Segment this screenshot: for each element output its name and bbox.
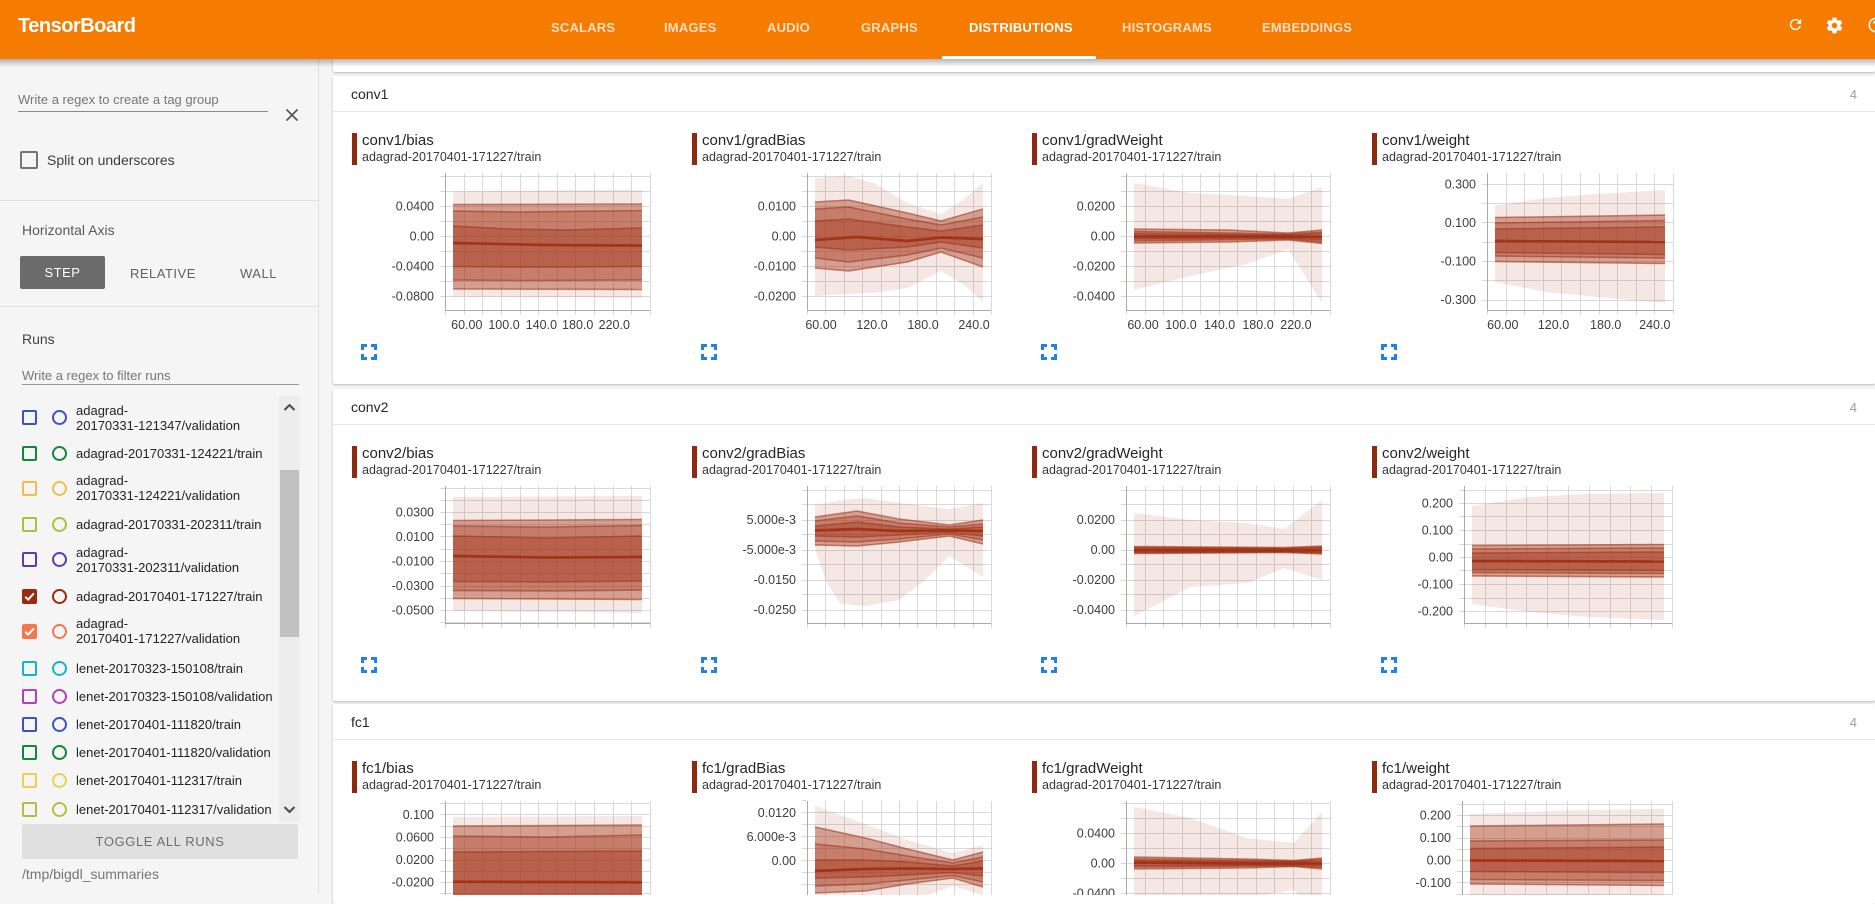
- svg-text:0.100: 0.100: [403, 808, 434, 822]
- svg-text:-0.0100: -0.0100: [392, 555, 434, 569]
- svg-text:0.0400: 0.0400: [396, 200, 434, 214]
- svg-text:220.0: 220.0: [599, 318, 630, 332]
- svg-text:180.0: 180.0: [1242, 318, 1273, 332]
- svg-text:180.0: 180.0: [562, 318, 593, 332]
- svg-text:0.100: 0.100: [1422, 524, 1453, 538]
- svg-text:0.0600: 0.0600: [396, 831, 434, 845]
- svg-text:-0.200: -0.200: [1418, 605, 1453, 619]
- svg-text:0.00: 0.00: [1429, 551, 1453, 565]
- svg-text:100.0: 100.0: [1165, 318, 1196, 332]
- svg-text:-0.0200: -0.0200: [392, 876, 434, 890]
- svg-text:0.0400: 0.0400: [1077, 827, 1115, 841]
- svg-text:100.0: 100.0: [488, 318, 519, 332]
- svg-text:140.0: 140.0: [526, 318, 557, 332]
- svg-text:60.00: 60.00: [451, 318, 482, 332]
- svg-text:-0.300: -0.300: [1441, 293, 1476, 307]
- svg-text:-0.0800: -0.0800: [392, 290, 434, 304]
- svg-text:-0.0200: -0.0200: [754, 290, 796, 304]
- svg-text:0.0100: 0.0100: [396, 530, 434, 544]
- svg-text:0.00: 0.00: [772, 854, 796, 868]
- svg-text:0.100: 0.100: [1445, 216, 1476, 230]
- svg-text:240.0: 240.0: [1639, 318, 1670, 332]
- svg-text:-0.0400: -0.0400: [1073, 887, 1115, 896]
- svg-text:240.0: 240.0: [958, 318, 989, 332]
- svg-text:0.0120: 0.0120: [758, 806, 796, 820]
- svg-text:-0.0500: -0.0500: [392, 604, 434, 618]
- svg-text:60.00: 60.00: [1487, 318, 1518, 332]
- svg-text:-0.0250: -0.0250: [754, 603, 796, 617]
- svg-text:0.200: 0.200: [1422, 497, 1453, 511]
- svg-text:-0.0400: -0.0400: [392, 260, 434, 274]
- svg-text:-5.000e-3: -5.000e-3: [742, 543, 796, 557]
- svg-text:-0.100: -0.100: [1418, 578, 1453, 592]
- svg-text:0.00: 0.00: [1091, 543, 1115, 557]
- svg-text:-0.0200: -0.0200: [1073, 573, 1115, 587]
- svg-text:5.000e-3: 5.000e-3: [747, 513, 796, 527]
- svg-text:0.00: 0.00: [1091, 857, 1115, 871]
- svg-text:180.0: 180.0: [1590, 318, 1621, 332]
- svg-text:-0.100: -0.100: [1416, 876, 1451, 890]
- svg-text:60.00: 60.00: [1127, 318, 1158, 332]
- svg-text:-0.0100: -0.0100: [754, 260, 796, 274]
- svg-text:0.00: 0.00: [410, 230, 434, 244]
- svg-text:-0.100: -0.100: [1441, 255, 1476, 269]
- svg-text:120.0: 120.0: [856, 318, 887, 332]
- svg-text:0.0200: 0.0200: [1077, 200, 1115, 214]
- svg-text:0.0100: 0.0100: [758, 200, 796, 214]
- svg-text:-0.0300: -0.0300: [392, 579, 434, 593]
- svg-text:-0.0150: -0.0150: [754, 573, 796, 587]
- svg-text:0.00: 0.00: [1091, 230, 1115, 244]
- svg-text:0.00: 0.00: [772, 230, 796, 244]
- svg-text:0.0200: 0.0200: [396, 853, 434, 867]
- svg-text:60.00: 60.00: [805, 318, 836, 332]
- svg-text:-0.0200: -0.0200: [1073, 260, 1115, 274]
- svg-text:0.0300: 0.0300: [396, 506, 434, 520]
- svg-text:120.0: 120.0: [1538, 318, 1569, 332]
- svg-text:0.300: 0.300: [1445, 178, 1476, 192]
- svg-text:0.100: 0.100: [1420, 831, 1451, 845]
- svg-text:180.0: 180.0: [907, 318, 938, 332]
- svg-text:6.000e-3: 6.000e-3: [747, 830, 796, 844]
- svg-text:0.00: 0.00: [1427, 854, 1451, 868]
- svg-text:220.0: 220.0: [1280, 318, 1311, 332]
- svg-text:-0.0400: -0.0400: [1073, 603, 1115, 617]
- svg-text:-0.0400: -0.0400: [1073, 290, 1115, 304]
- svg-text:0.0200: 0.0200: [1077, 513, 1115, 527]
- svg-text:140.0: 140.0: [1204, 318, 1235, 332]
- svg-text:0.200: 0.200: [1420, 809, 1451, 823]
